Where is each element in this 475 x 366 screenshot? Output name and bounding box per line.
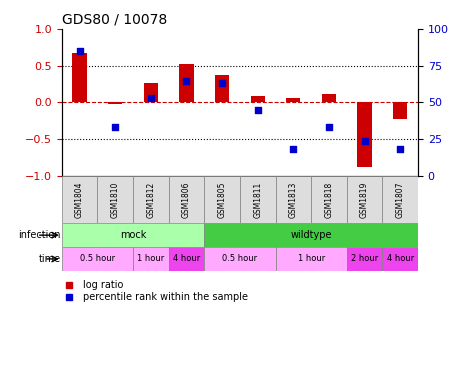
FancyBboxPatch shape	[276, 176, 311, 223]
Text: time: time	[39, 254, 61, 264]
Point	[361, 138, 369, 143]
FancyBboxPatch shape	[62, 176, 97, 223]
Text: GSM1819: GSM1819	[360, 181, 369, 218]
Text: mock: mock	[120, 230, 146, 240]
FancyBboxPatch shape	[204, 247, 276, 271]
Point	[325, 124, 332, 130]
Bar	[143, 83, 158, 102]
Bar	[180, 64, 194, 102]
Text: 1 hour: 1 hour	[297, 254, 325, 264]
FancyBboxPatch shape	[347, 176, 382, 223]
FancyBboxPatch shape	[276, 247, 347, 271]
Text: 4 hour: 4 hour	[387, 254, 414, 264]
Bar	[393, 102, 407, 119]
Text: GDS80 / 10078: GDS80 / 10078	[62, 13, 167, 27]
Point	[218, 81, 226, 86]
FancyBboxPatch shape	[347, 247, 382, 271]
FancyBboxPatch shape	[311, 176, 347, 223]
Text: GSM1818: GSM1818	[324, 181, 333, 218]
FancyBboxPatch shape	[62, 247, 133, 271]
FancyBboxPatch shape	[62, 223, 204, 247]
FancyBboxPatch shape	[382, 176, 418, 223]
Text: 2 hour: 2 hour	[351, 254, 378, 264]
FancyBboxPatch shape	[382, 247, 418, 271]
Text: 4 hour: 4 hour	[173, 254, 200, 264]
Text: GSM1812: GSM1812	[146, 181, 155, 218]
FancyBboxPatch shape	[204, 223, 418, 247]
Text: infection: infection	[19, 230, 61, 240]
FancyBboxPatch shape	[97, 176, 133, 223]
Text: GSM1804: GSM1804	[75, 181, 84, 218]
FancyBboxPatch shape	[169, 176, 204, 223]
Text: GSM1806: GSM1806	[182, 181, 191, 218]
FancyBboxPatch shape	[240, 176, 276, 223]
Point	[396, 146, 404, 152]
Bar	[72, 53, 86, 102]
Text: percentile rank within the sample: percentile rank within the sample	[83, 292, 248, 302]
Text: 0.5 hour: 0.5 hour	[80, 254, 115, 264]
Text: wildtype: wildtype	[290, 230, 332, 240]
Bar	[108, 102, 123, 104]
Point	[147, 95, 155, 101]
FancyBboxPatch shape	[204, 176, 240, 223]
FancyBboxPatch shape	[133, 247, 169, 271]
Text: GSM1810: GSM1810	[111, 181, 120, 218]
Text: GSM1807: GSM1807	[396, 181, 405, 218]
FancyBboxPatch shape	[133, 176, 169, 223]
Point	[111, 124, 119, 130]
Point	[182, 78, 190, 83]
Bar	[251, 96, 265, 102]
Bar	[322, 94, 336, 102]
Point	[254, 107, 261, 113]
Text: log ratio: log ratio	[83, 280, 124, 290]
Bar	[215, 75, 229, 102]
Text: 0.5 hour: 0.5 hour	[222, 254, 257, 264]
Text: GSM1811: GSM1811	[253, 181, 262, 218]
Bar	[286, 98, 300, 102]
Text: GSM1813: GSM1813	[289, 181, 298, 218]
Text: GSM1805: GSM1805	[218, 181, 227, 218]
Point	[76, 48, 84, 54]
FancyBboxPatch shape	[169, 247, 204, 271]
Bar	[357, 102, 371, 167]
Text: 1 hour: 1 hour	[137, 254, 164, 264]
Point	[289, 146, 297, 152]
